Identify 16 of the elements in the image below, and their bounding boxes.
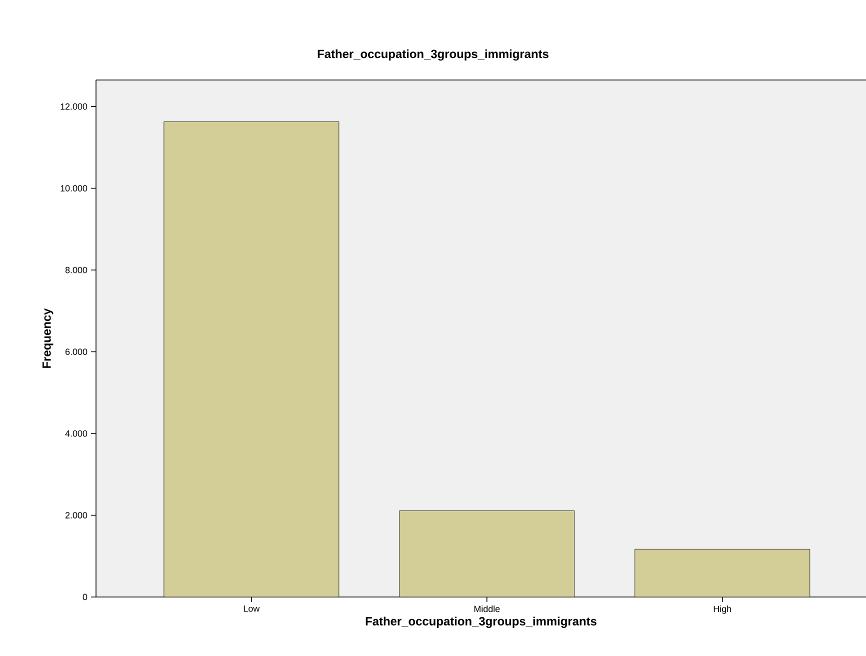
y-tick-label: 8.000 xyxy=(65,266,88,274)
y-tick-label: 2.000 xyxy=(66,512,88,518)
x-axis-title: Father_occupation_3groups_immigrants xyxy=(366,616,596,628)
chart-title: Father_occupation_3groups_immigrants xyxy=(318,49,548,61)
bar xyxy=(164,121,340,597)
y-tick-label: 4.000 xyxy=(65,430,88,437)
y-tick-label: 6.000 xyxy=(66,348,88,355)
x-tick-label: Low xyxy=(244,606,260,612)
bar xyxy=(634,548,810,597)
bar xyxy=(399,510,575,597)
y-axis-title: Frequency xyxy=(42,308,54,368)
y-tick-label: 12.000 xyxy=(60,103,88,110)
y-tick-label: 10.000 xyxy=(60,185,88,192)
x-tick-label: High xyxy=(714,606,732,614)
x-tick-label: Middle xyxy=(474,606,500,612)
y-tick-label: 0 xyxy=(82,594,88,600)
